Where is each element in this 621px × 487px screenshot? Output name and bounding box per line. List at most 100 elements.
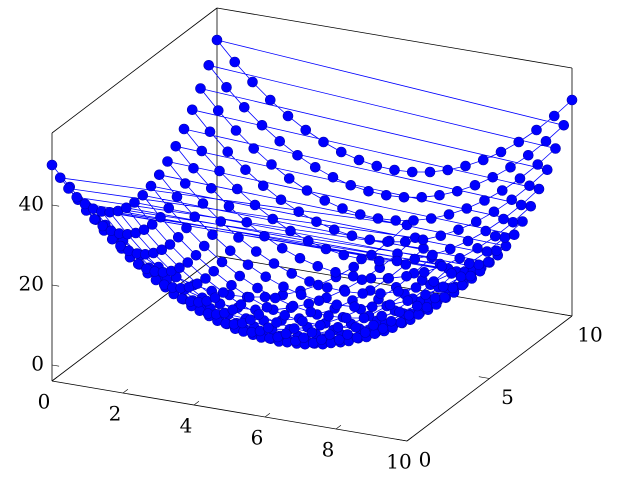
- data-point: [186, 104, 198, 116]
- data-point: [408, 215, 419, 226]
- axis-box-edge: [51, 7, 218, 134]
- y-tick: [561, 313, 573, 317]
- data-point: [380, 189, 392, 201]
- data-point: [391, 255, 403, 267]
- data-point: [525, 200, 537, 212]
- data-point: [145, 180, 157, 192]
- data-point: [385, 315, 397, 327]
- data-point: [207, 229, 218, 241]
- data-point: [460, 160, 471, 172]
- data-point: [455, 271, 467, 283]
- data-point: [250, 246, 262, 257]
- data-point: [436, 260, 448, 272]
- data-point: [384, 299, 396, 311]
- data-point: [507, 216, 519, 228]
- data-point: [354, 209, 366, 220]
- data-point: [120, 202, 132, 214]
- data-point: [293, 206, 305, 218]
- data-point: [548, 110, 560, 122]
- data-point: [233, 232, 244, 243]
- data-point: [79, 198, 91, 210]
- data-point: [328, 224, 340, 236]
- data-point: [356, 253, 367, 265]
- data-point: [234, 270, 246, 282]
- data-point: [279, 309, 291, 321]
- data-point: [398, 191, 410, 203]
- data-point: [470, 216, 482, 228]
- data-point: [444, 243, 456, 255]
- data-point: [156, 244, 168, 256]
- data-point: [339, 286, 351, 297]
- data-point: [366, 301, 378, 313]
- data-point: [268, 258, 280, 269]
- z-tick: [51, 284, 60, 287]
- data-point: [429, 292, 441, 304]
- x-tick-label: 4: [180, 414, 193, 438]
- data-point: [337, 203, 348, 214]
- data-point: [332, 321, 344, 333]
- data-point: [294, 252, 306, 264]
- x-tick: [122, 389, 129, 394]
- data-point: [259, 230, 270, 242]
- x-tick-label: 6: [251, 426, 264, 450]
- data-point: [480, 225, 492, 237]
- data-point: [286, 268, 298, 279]
- data-point: [306, 327, 318, 338]
- data-point: [188, 162, 199, 174]
- data-point: [488, 206, 500, 218]
- data-point: [314, 319, 326, 331]
- data-point: [410, 282, 422, 293]
- data-point: [198, 240, 210, 252]
- data-point: [428, 276, 440, 287]
- data-point: [375, 288, 386, 299]
- data-point: [211, 34, 223, 46]
- data-point: [227, 304, 239, 316]
- data-point: [129, 197, 140, 208]
- data-point: [482, 256, 494, 268]
- data-point: [301, 185, 313, 196]
- data-point: [368, 319, 379, 331]
- data-point: [371, 160, 383, 172]
- data-point: [257, 180, 269, 192]
- data-point: [506, 194, 518, 206]
- data-point: [164, 239, 176, 250]
- data-point: [235, 299, 247, 310]
- data-point: [340, 312, 352, 324]
- y-tick: [478, 376, 490, 379]
- data-point: [189, 211, 201, 223]
- x-tick: [193, 401, 200, 406]
- data-point: [418, 266, 430, 278]
- data-point: [473, 259, 485, 271]
- data-point: [540, 135, 552, 147]
- y-tick-label: 0: [419, 448, 432, 472]
- z-tick-label: 40: [19, 192, 44, 216]
- data-point: [348, 261, 360, 273]
- data-point: [382, 236, 393, 248]
- data-point: [288, 323, 300, 334]
- data-point: [231, 183, 243, 195]
- data-point: [217, 287, 229, 298]
- data-point: [190, 249, 202, 261]
- data-point: [515, 199, 527, 211]
- data-point: [357, 288, 369, 299]
- data-point: [276, 242, 288, 254]
- z-tick: [51, 364, 60, 367]
- data-point: [285, 225, 296, 237]
- data-point: [138, 224, 150, 236]
- data-point: [401, 270, 412, 282]
- data-point: [347, 270, 359, 282]
- data-point: [399, 236, 411, 248]
- data-point: [411, 300, 423, 312]
- data-point: [481, 246, 493, 257]
- data-point: [533, 183, 545, 195]
- data-point: [243, 291, 255, 303]
- data-point: [477, 154, 489, 166]
- data-point: [162, 156, 173, 167]
- data-point: [252, 282, 263, 294]
- data-point: [172, 231, 184, 243]
- data-point: [226, 279, 237, 291]
- data-point: [223, 200, 235, 212]
- data-point: [451, 185, 463, 197]
- data-point: [508, 229, 520, 241]
- data-point: [550, 143, 561, 154]
